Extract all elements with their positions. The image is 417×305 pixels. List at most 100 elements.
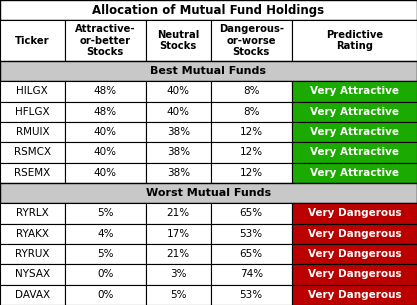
Text: Very Dangerous: Very Dangerous xyxy=(308,290,401,300)
Bar xyxy=(211,81,292,102)
Text: RYAKX: RYAKX xyxy=(16,229,49,239)
Bar xyxy=(146,244,211,264)
Bar xyxy=(65,203,146,224)
Text: 38%: 38% xyxy=(167,127,190,137)
Text: Very Attractive: Very Attractive xyxy=(310,87,399,96)
Bar xyxy=(211,203,292,224)
Text: RMUIX: RMUIX xyxy=(15,127,49,137)
Text: 65%: 65% xyxy=(240,249,263,259)
Text: Very Dangerous: Very Dangerous xyxy=(308,270,401,279)
Text: 40%: 40% xyxy=(94,148,117,157)
Bar xyxy=(0,285,65,305)
Bar xyxy=(146,285,211,305)
Bar xyxy=(65,264,146,285)
Bar xyxy=(146,203,211,224)
Bar xyxy=(146,224,211,244)
Text: 8%: 8% xyxy=(243,107,259,117)
Text: 40%: 40% xyxy=(167,87,190,96)
Bar xyxy=(146,102,211,122)
Text: Neutral
Stocks: Neutral Stocks xyxy=(157,30,199,52)
Text: 0%: 0% xyxy=(97,270,113,279)
Bar xyxy=(65,81,146,102)
Bar xyxy=(146,20,211,61)
Text: HILGX: HILGX xyxy=(16,87,48,96)
Bar xyxy=(146,142,211,163)
Bar xyxy=(0,81,65,102)
Bar xyxy=(211,224,292,244)
Bar xyxy=(211,122,292,142)
Text: 12%: 12% xyxy=(240,127,263,137)
Bar xyxy=(146,122,211,142)
Bar xyxy=(0,20,65,61)
Bar xyxy=(292,224,417,244)
Text: 48%: 48% xyxy=(94,107,117,117)
Bar xyxy=(0,264,65,285)
Text: 53%: 53% xyxy=(240,229,263,239)
Text: 12%: 12% xyxy=(240,168,263,178)
Text: RSEMX: RSEMX xyxy=(14,168,50,178)
Bar xyxy=(292,203,417,224)
Text: Allocation of Mutual Fund Holdings: Allocation of Mutual Fund Holdings xyxy=(93,4,324,17)
Bar xyxy=(65,244,146,264)
Bar xyxy=(146,264,211,285)
Text: 40%: 40% xyxy=(94,127,117,137)
Text: 17%: 17% xyxy=(167,229,190,239)
Text: 21%: 21% xyxy=(167,209,190,218)
Text: Very Dangerous: Very Dangerous xyxy=(308,209,401,218)
Text: 3%: 3% xyxy=(170,270,186,279)
Bar xyxy=(65,122,146,142)
Text: RSMCX: RSMCX xyxy=(14,148,51,157)
Bar xyxy=(65,102,146,122)
Text: 5%: 5% xyxy=(97,209,113,218)
Bar xyxy=(0,244,65,264)
Text: Worst Mutual Funds: Worst Mutual Funds xyxy=(146,188,271,198)
Text: 53%: 53% xyxy=(240,290,263,300)
Text: 4%: 4% xyxy=(97,229,113,239)
Bar xyxy=(292,163,417,183)
Bar xyxy=(0,224,65,244)
Bar xyxy=(65,163,146,183)
Text: 5%: 5% xyxy=(97,249,113,259)
Bar xyxy=(146,163,211,183)
Text: Ticker: Ticker xyxy=(15,36,50,46)
Bar xyxy=(0,163,65,183)
Text: 65%: 65% xyxy=(240,209,263,218)
Bar xyxy=(211,244,292,264)
Text: 5%: 5% xyxy=(170,290,186,300)
Bar xyxy=(292,142,417,163)
Text: Very Dangerous: Very Dangerous xyxy=(308,249,401,259)
Bar xyxy=(65,142,146,163)
Text: NYSAX: NYSAX xyxy=(15,270,50,279)
Bar xyxy=(65,20,146,61)
Text: 12%: 12% xyxy=(240,148,263,157)
Text: Very Attractive: Very Attractive xyxy=(310,127,399,137)
Bar xyxy=(211,285,292,305)
Text: 38%: 38% xyxy=(167,148,190,157)
Bar xyxy=(0,203,65,224)
Text: 40%: 40% xyxy=(167,107,190,117)
Bar xyxy=(211,20,292,61)
Text: 8%: 8% xyxy=(243,87,259,96)
Bar xyxy=(292,20,417,61)
Bar xyxy=(211,163,292,183)
Bar xyxy=(292,102,417,122)
Bar xyxy=(0,142,65,163)
Text: 21%: 21% xyxy=(167,249,190,259)
Bar xyxy=(0,102,65,122)
Text: Very Attractive: Very Attractive xyxy=(310,168,399,178)
Text: HFLGX: HFLGX xyxy=(15,107,50,117)
Bar xyxy=(0,183,417,203)
Bar xyxy=(65,285,146,305)
Bar xyxy=(211,142,292,163)
Bar xyxy=(0,61,417,81)
Bar xyxy=(292,285,417,305)
Bar xyxy=(146,81,211,102)
Text: Predictive
Rating: Predictive Rating xyxy=(326,30,383,52)
Text: DAVAX: DAVAX xyxy=(15,290,50,300)
Bar xyxy=(211,102,292,122)
Bar xyxy=(292,244,417,264)
Text: Very Attractive: Very Attractive xyxy=(310,107,399,117)
Bar xyxy=(292,264,417,285)
Bar xyxy=(292,122,417,142)
Bar xyxy=(0,122,65,142)
